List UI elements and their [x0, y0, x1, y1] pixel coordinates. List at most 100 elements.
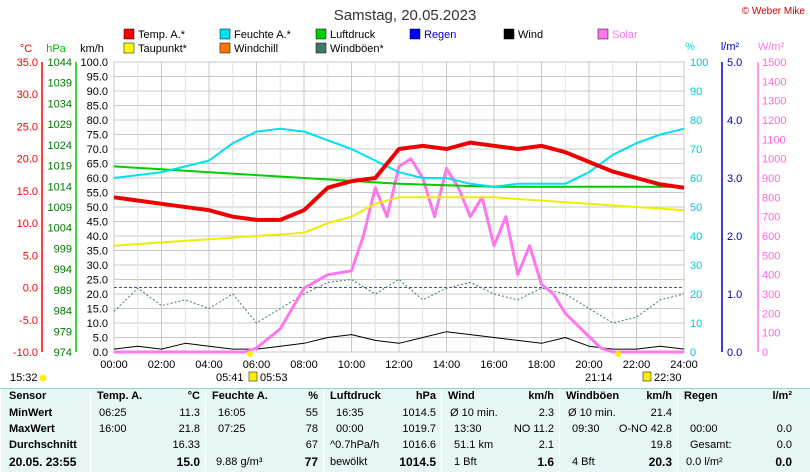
legend-swatch [409, 28, 421, 40]
statistics-table: Sensor MinWert MaxWert Durchschnitt 20.0… [0, 388, 810, 472]
col-humidity: Feuchte A.% 16:05 55 07:25 78 67 9.88 g/m³… [205, 389, 324, 472]
tick-wind: 35.0 [87, 246, 108, 258]
hdr-humidity-unit: % [308, 390, 318, 402]
tick-temp: -5.0 [19, 315, 38, 327]
tick-x: 12:00 [385, 359, 413, 371]
sunrise-marker [247, 351, 253, 357]
tick-temp: 25.0 [17, 121, 38, 133]
tick-solar: 500 [762, 250, 780, 262]
tick-humidity: 100 [690, 57, 708, 69]
tick-pressure: 1044 [48, 57, 72, 69]
hdr-temp: Temp. A. [97, 390, 143, 402]
legend-swatch [123, 28, 135, 40]
tick-wind: 75.0 [87, 130, 108, 142]
rain-rate: 0.0 l/m² [686, 456, 723, 468]
tick-wind: 5.0 [93, 333, 108, 345]
tick-x: 16:00 [480, 359, 508, 371]
tick-solar: 1400 [762, 76, 786, 88]
wind-max-value: NO 11.2 [513, 423, 554, 435]
hdr-gust: Windböen [566, 390, 620, 402]
legend-label: Feuchte A.* [234, 29, 292, 41]
hum-min-value: 55 [305, 407, 318, 419]
weather-chart: Samstag, 20.05.2023 © Weber Mike Temp. A.*… [10, 6, 805, 384]
press-avg-value: 1016.6 [402, 439, 436, 451]
tick-humidity: 10 [690, 318, 702, 330]
series-wind [113, 331, 685, 350]
col-pressure: Luftdruck hPa 16:35 1014.5 00:00 1019.7 ^0.… [323, 389, 442, 472]
tick-pressure: 1009 [48, 202, 72, 214]
wind-max-time: 13:30 [454, 423, 482, 435]
tick-solar: 600 [762, 231, 780, 243]
legend-label: Solar [612, 29, 638, 41]
tick-solar: 300 [762, 289, 780, 301]
axis-label-temp: °C [20, 43, 32, 55]
legend-swatch [597, 28, 609, 40]
moon-icon [39, 374, 47, 382]
tick-temp: 5.0 [23, 250, 38, 262]
tick-humidity: 40 [690, 231, 702, 243]
tick-x: 04:00 [195, 359, 223, 371]
tick-rain: 3.0 [727, 173, 742, 185]
tick-solar: 1200 [762, 115, 786, 127]
tick-solar: 1500 [762, 57, 786, 69]
moon-time: 15:32 [10, 372, 38, 384]
tick-temp: 10.0 [17, 218, 38, 230]
sunrise-time: 05:41 [216, 372, 244, 384]
rain-max-time: 00:00 [690, 423, 718, 435]
tick-wind: 45.0 [87, 217, 108, 229]
series-taupunkt [113, 196, 685, 247]
hdr-rain-unit: l/m² [772, 390, 792, 402]
axis-label-rain: l/m² [721, 41, 740, 53]
gust-now-value: 20.3 [648, 455, 672, 469]
tick-x: 22:00 [623, 359, 651, 371]
tick-wind: 30.0 [87, 260, 108, 272]
tick-solar: 100 [762, 328, 780, 340]
tick-wind: 0.0 [93, 347, 108, 359]
sunrise-time-2: 05:53 [260, 372, 288, 384]
tick-humidity: 0 [690, 347, 696, 359]
legend-label: Regen [424, 29, 456, 41]
rain-total-label: Gesamt: [690, 439, 732, 451]
tick-x: 02:00 [148, 359, 176, 371]
series-luftdruck [113, 165, 684, 188]
hum-avg-value: 67 [305, 439, 318, 451]
press-max-value: 1019.7 [402, 423, 436, 435]
tick-pressure: 989 [54, 285, 72, 297]
tick-pressure: 1039 [48, 78, 72, 90]
tick-humidity: 20 [690, 289, 702, 301]
wind-now-value: 1.6 [537, 455, 554, 469]
tick-solar: 1300 [762, 96, 786, 108]
label-now: 20.05. 23:55 [9, 455, 77, 469]
series-temp-a [113, 140, 685, 222]
tick-wind: 10.0 [87, 318, 108, 330]
legend-swatch [315, 42, 327, 54]
press-min-value: 1014.5 [402, 407, 436, 419]
series-solar [114, 157, 684, 354]
label-avg: Durchschnitt [9, 439, 77, 451]
sunset-marker [615, 351, 621, 357]
legend-label: Luftdruck [330, 29, 376, 41]
tick-solar: 900 [762, 173, 780, 185]
legend-label: Taupunkt* [138, 43, 188, 55]
press-trend: ^0.7hPa/h [330, 439, 380, 451]
tick-wind: 15.0 [87, 304, 108, 316]
tick-x: 10:00 [338, 359, 366, 371]
tick-rain: 1.0 [727, 289, 742, 301]
hdr-pressure: Luftdruck [330, 390, 381, 402]
tick-x: 18:00 [528, 359, 556, 371]
tick-humidity: 70 [690, 144, 702, 156]
wind-avg-value: 2.1 [538, 439, 554, 451]
tick-wind: 20.0 [87, 289, 108, 301]
tick-pressure: 1019 [48, 161, 72, 173]
temp-min-value: 11.3 [179, 407, 200, 419]
sunset-time-2: 22:30 [654, 372, 682, 384]
sunset-time: 21:14 [585, 372, 613, 384]
tick-solar: 700 [762, 212, 780, 224]
gust-avg-value: 19.8 [650, 439, 672, 451]
axis-label-wind: km/h [80, 43, 104, 55]
axis-label-solar: W/m² [758, 41, 785, 53]
rain-total-value: 0.0 [776, 439, 792, 451]
legend-swatch [219, 28, 231, 40]
temp-max-value: 21.8 [178, 423, 200, 435]
legend-swatch [315, 28, 327, 40]
